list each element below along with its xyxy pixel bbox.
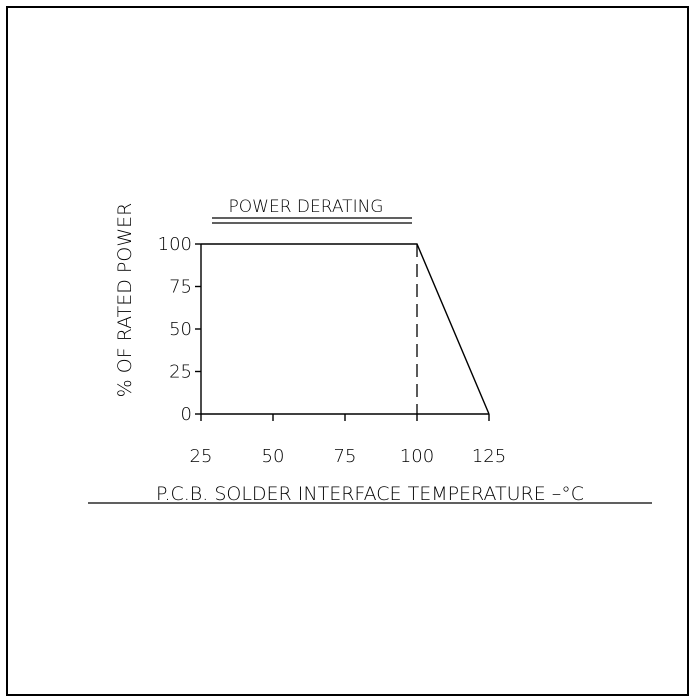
- chart-frame: [6, 6, 689, 696]
- y-tick-label-75: 75: [169, 277, 192, 298]
- chart-title: POWER DERATING: [229, 197, 384, 217]
- derating-curve-0: [201, 243, 490, 415]
- y-tick-label-50: 50: [169, 319, 192, 340]
- x-tick-label-50: 50: [262, 446, 285, 467]
- x-tick-label-75: 75: [334, 446, 357, 467]
- x-tick-label-25: 25: [190, 446, 213, 467]
- x-axis-label: P.C.B. SOLDER INTERFACE TEMPERATURE –°C: [156, 483, 584, 505]
- y-axis-label: % OF RATED POWER: [114, 203, 136, 398]
- y-tick-label-100: 100: [158, 234, 192, 255]
- x-tick-label-125: 125: [472, 446, 506, 467]
- x-tick-label-100: 100: [400, 446, 434, 467]
- y-tick-label-25: 25: [169, 362, 192, 383]
- y-tick-label-0: 0: [181, 404, 192, 425]
